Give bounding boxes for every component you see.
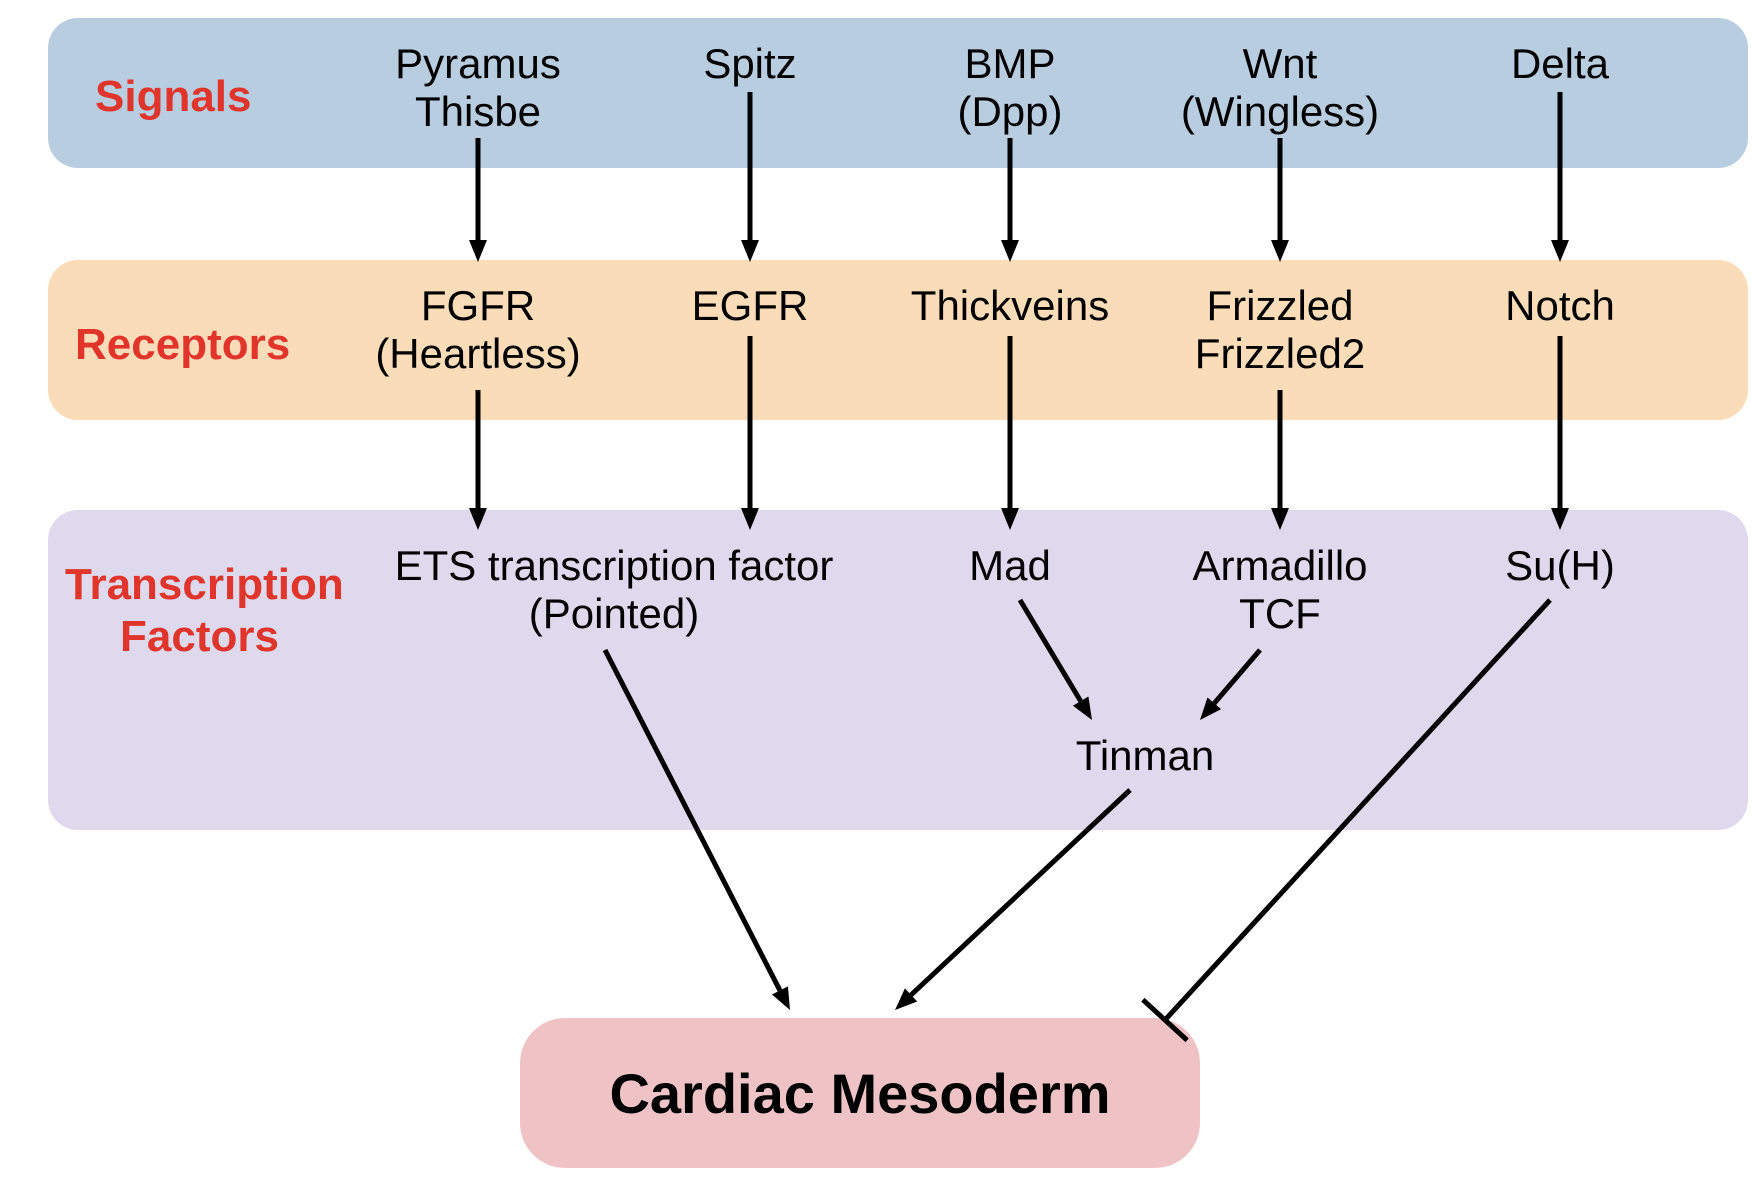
tf-suh: Su(H) (1360, 542, 1753, 590)
row-label-receptors: Receptors (75, 320, 290, 370)
tf-tinman: Tinman (945, 732, 1345, 780)
output-label: Cardiac Mesoderm (609, 1061, 1110, 1126)
row-label-transcription: Transcription (65, 560, 344, 610)
row-label-signals: Signals (95, 72, 252, 122)
receptor-notch: Notch (1360, 282, 1753, 330)
signal-delta: Delta (1360, 40, 1753, 88)
row-label-factors: Factors (120, 612, 279, 662)
diagram-canvas: Cardiac Mesoderm Signals Receptors Trans… (0, 0, 1753, 1191)
output-box-cardiac-mesoderm: Cardiac Mesoderm (520, 1018, 1200, 1168)
